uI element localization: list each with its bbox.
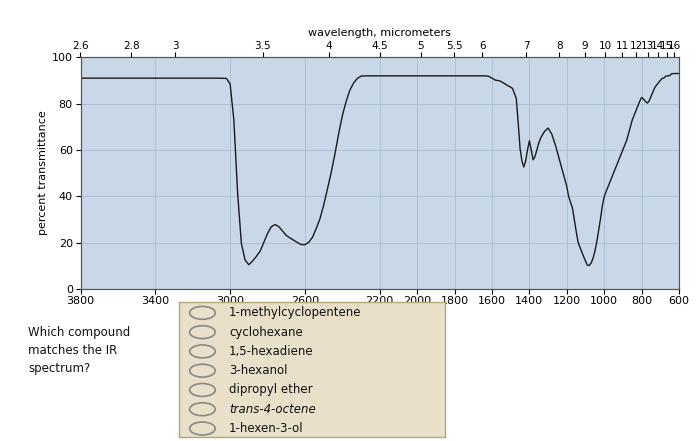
Text: 1,5-hexadiene: 1,5-hexadiene <box>229 345 314 358</box>
Text: trans-4-octene: trans-4-octene <box>229 403 316 416</box>
X-axis label: wavelength, micrometers: wavelength, micrometers <box>308 27 452 37</box>
Text: 1-methylcyclopentene: 1-methylcyclopentene <box>229 306 361 319</box>
Text: cyclohexane: cyclohexane <box>229 325 303 339</box>
Y-axis label: percent transmittance: percent transmittance <box>38 111 48 235</box>
Text: dipropyl ether: dipropyl ether <box>229 384 313 396</box>
X-axis label: wavenumber, cm⁻¹: wavenumber, cm⁻¹ <box>326 310 433 321</box>
Text: 1-hexen-3-ol: 1-hexen-3-ol <box>229 422 304 435</box>
Text: Which compound
matches the IR
spectrum?: Which compound matches the IR spectrum? <box>28 326 130 375</box>
Text: 3-hexanol: 3-hexanol <box>229 364 288 377</box>
